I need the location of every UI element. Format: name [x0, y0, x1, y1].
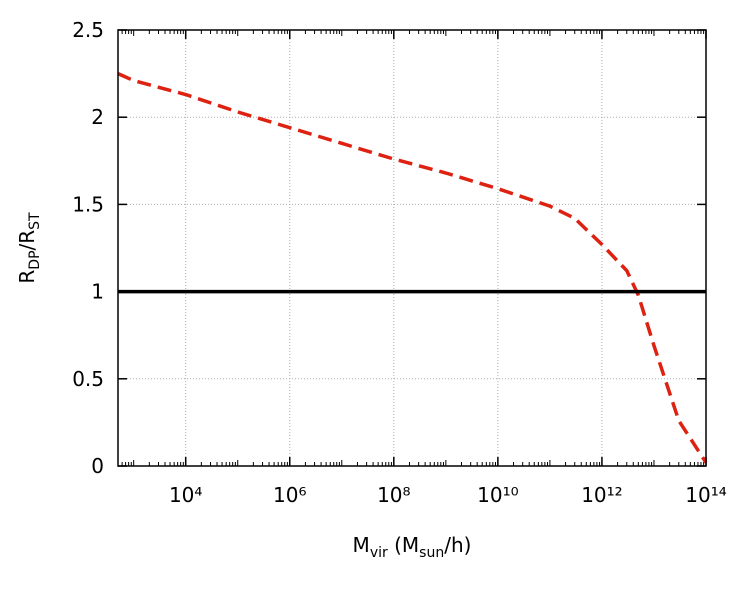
- y-tick-label: 2.5: [72, 18, 104, 42]
- xlabel-part: M: [353, 533, 370, 557]
- series-line: [117, 72, 708, 464]
- y-axis-label: RDP/RST: [15, 212, 43, 284]
- x-axis-label: Mvir (Msun/h): [353, 533, 472, 561]
- ylabel-part: ST: [27, 212, 43, 230]
- xlabel-part: vir: [370, 545, 388, 561]
- y-tick-label: 1: [91, 280, 104, 304]
- ylabel-part: R: [15, 270, 39, 284]
- plot-frame: [117, 29, 707, 467]
- xlabel-part: /h): [444, 533, 471, 557]
- y-tick-label: 2: [91, 105, 104, 129]
- ylabel-part: /R: [15, 230, 39, 251]
- x-tick-label: 10¹⁰: [477, 483, 518, 507]
- x-tick-label: 10⁶: [273, 483, 306, 507]
- x-tick-label: 10⁴: [169, 483, 202, 507]
- xlabel-part: sun: [419, 545, 444, 561]
- x-tick-label: 10¹⁴: [685, 483, 726, 507]
- y-tick-label: 0.5: [72, 367, 104, 391]
- y-tick-label: 0: [91, 454, 104, 478]
- xlabel-part: (M: [388, 533, 419, 557]
- ylabel-part: DP: [27, 250, 43, 269]
- x-tick-label: 10¹²: [581, 483, 622, 507]
- x-tick-label: 10⁸: [377, 483, 410, 507]
- y-tick-label: 1.5: [72, 192, 104, 216]
